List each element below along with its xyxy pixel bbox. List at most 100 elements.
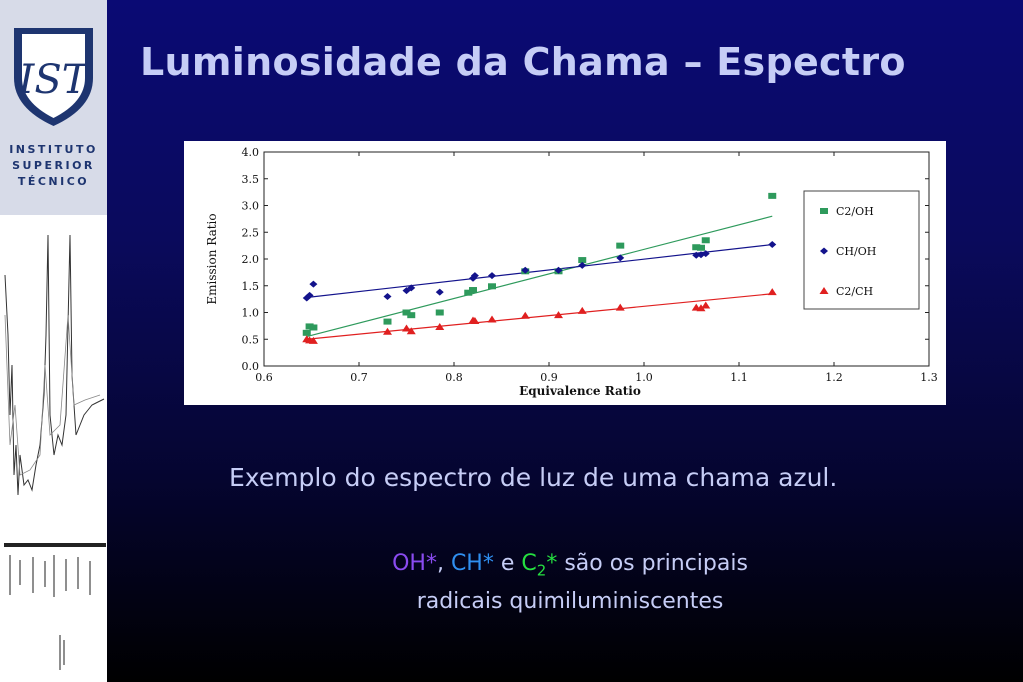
ch-label: CH: [450, 551, 483, 576]
point-ch-oh: [470, 272, 479, 280]
point-c2-ch: [406, 327, 416, 335]
point-ch-oh: [701, 250, 710, 258]
chart-marks: [302, 192, 777, 344]
x-tick-label: 0.8: [445, 371, 463, 384]
y-tick-label: 3.0: [242, 200, 260, 213]
point-c2-ch: [767, 288, 777, 296]
point-c2-oh: [435, 309, 444, 316]
point-c2-oh: [701, 237, 710, 244]
c2-asterisk: *: [546, 551, 558, 576]
y-tick-label: 1.5: [242, 280, 260, 293]
point-c2-ch: [435, 322, 445, 330]
spectrum-strip: [4, 234, 106, 670]
point-ch-oh: [578, 261, 587, 269]
c2-label: C2*: [521, 551, 558, 580]
x-tick-label: 0.6: [255, 371, 273, 384]
point-c2-oh: [469, 287, 477, 294]
x-tick-label: 1.2: [825, 371, 843, 384]
radicals-note: OH*, CH* e C2* são os principais radicai…: [330, 548, 810, 618]
chart-panel: 0.6 0.7 0.8 0.9 1.0 1.1 1.2 1.3 0.0 0.5 1.0 1.5 2.0 2…: [184, 141, 946, 405]
legend-label-c2-ch: C2/CH: [836, 285, 873, 298]
point-c2-ch: [701, 301, 711, 309]
point-c2-oh: [616, 242, 625, 249]
point-ch-oh: [692, 251, 701, 259]
radicals-line-2: radicais quimiluminiscentes: [416, 589, 724, 615]
x-axis-label: Equivalence Ratio: [519, 384, 641, 398]
point-ch-oh: [554, 266, 563, 274]
radicals-line-1-rest: são os principais: [564, 551, 748, 576]
point-c2-ch: [520, 311, 530, 319]
oh-label: OH: [392, 551, 426, 576]
point-ch-oh: [521, 266, 530, 274]
legend-label-c2-oh: C2/OH: [836, 205, 874, 218]
point-c2-ch: [554, 311, 563, 319]
ist-shield-icon: IST: [14, 28, 93, 126]
ch-asterisk: *: [482, 551, 494, 576]
point-ch-oh: [309, 280, 318, 288]
point-c2-oh: [578, 257, 587, 264]
point-ch-oh: [616, 254, 625, 262]
logo-line-1: INSTITUTO: [9, 143, 98, 156]
legend-label-ch-oh: CH/OH: [836, 245, 876, 258]
point-c2-oh: [407, 312, 416, 319]
point-ch-oh: [383, 292, 392, 300]
y-tick-label: 4.0: [242, 146, 260, 159]
point-c2-oh: [692, 244, 701, 251]
y-tick-label: 3.5: [242, 173, 260, 186]
conjunction: e: [500, 551, 515, 576]
figure-caption: Exemplo do espectro de luz de uma chama …: [229, 463, 838, 492]
legend-marker-ch-oh: [820, 247, 828, 255]
radicals-line-1: OH*, CH* e C2* são os principais: [330, 548, 810, 586]
legend-marker-c2-oh: [820, 208, 828, 214]
point-c2-oh: [402, 309, 411, 316]
point-ch-oh: [305, 291, 314, 299]
point-c2-ch: [615, 303, 625, 311]
logo-line-3: TÉCNICO: [17, 175, 90, 188]
point-c2-oh: [302, 329, 311, 336]
point-c2-ch: [383, 327, 392, 335]
chart-fit-lines: [306, 215, 773, 340]
point-c2-ch: [308, 336, 318, 344]
oh-asterisk: *: [425, 551, 437, 576]
x-tick-label: 1.0: [635, 371, 653, 384]
y-axis-label: Emission Ratio: [205, 213, 219, 304]
x-tick-label: 0.7: [350, 371, 368, 384]
logo-mark: IST: [18, 57, 92, 103]
fit-line-c2-ch: [306, 293, 773, 340]
point-c2-ch: [577, 306, 587, 314]
y-tick-label: 2.0: [242, 253, 260, 266]
comma: ,: [436, 551, 444, 576]
point-ch-oh: [407, 284, 416, 292]
logo-line-2: SUPERIOR: [12, 159, 95, 172]
point-c2-oh: [464, 289, 473, 296]
point-ch-oh: [488, 272, 496, 280]
point-c2-oh: [309, 324, 318, 331]
point-c2-ch: [487, 315, 497, 323]
point-c2-oh: [383, 318, 392, 325]
point-c2-ch: [696, 304, 706, 312]
point-c2-oh: [697, 244, 705, 251]
point-ch-oh: [435, 288, 444, 296]
x-tick-label: 1.3: [920, 371, 938, 384]
c2-subscript: 2: [536, 561, 547, 580]
legend-marker-c2-ch: [819, 287, 829, 294]
point-c2-oh: [768, 192, 777, 199]
point-c2-ch: [470, 317, 480, 325]
fit-line-c2-oh: [306, 215, 773, 338]
point-c2-ch: [402, 324, 411, 332]
sidebar: IST INSTITUTO SUPERIOR TÉCNICO: [0, 0, 107, 682]
point-c2-oh: [488, 283, 496, 290]
y-tick-label: 0.0: [242, 360, 260, 373]
y-tick-label: 0.5: [242, 333, 260, 346]
y-tick-label: 2.5: [242, 226, 260, 239]
scatter-chart: 0.6 0.7 0.8 0.9 1.0 1.1 1.2 1.3 0.0 0.5 1.0 1.5 2.0 2…: [205, 146, 938, 398]
slide-title: Luminosidade da Chama – Espectro: [140, 40, 906, 84]
c2-letter: C: [521, 551, 537, 576]
chart-legend: C2/OH CH/OH C2/CH: [803, 190, 920, 310]
chart-ticks: 0.6 0.7 0.8 0.9 1.0 1.1 1.2 1.3 0.0 0.5 1.0 1.5 2.0 2…: [242, 146, 938, 384]
x-tick-label: 1.1: [730, 371, 748, 384]
y-tick-label: 1.0: [242, 307, 260, 320]
x-tick-label: 0.9: [540, 371, 558, 384]
ist-logo: IST INSTITUTO SUPERIOR TÉCNICO: [0, 0, 107, 215]
point-ch-oh: [768, 241, 777, 249]
